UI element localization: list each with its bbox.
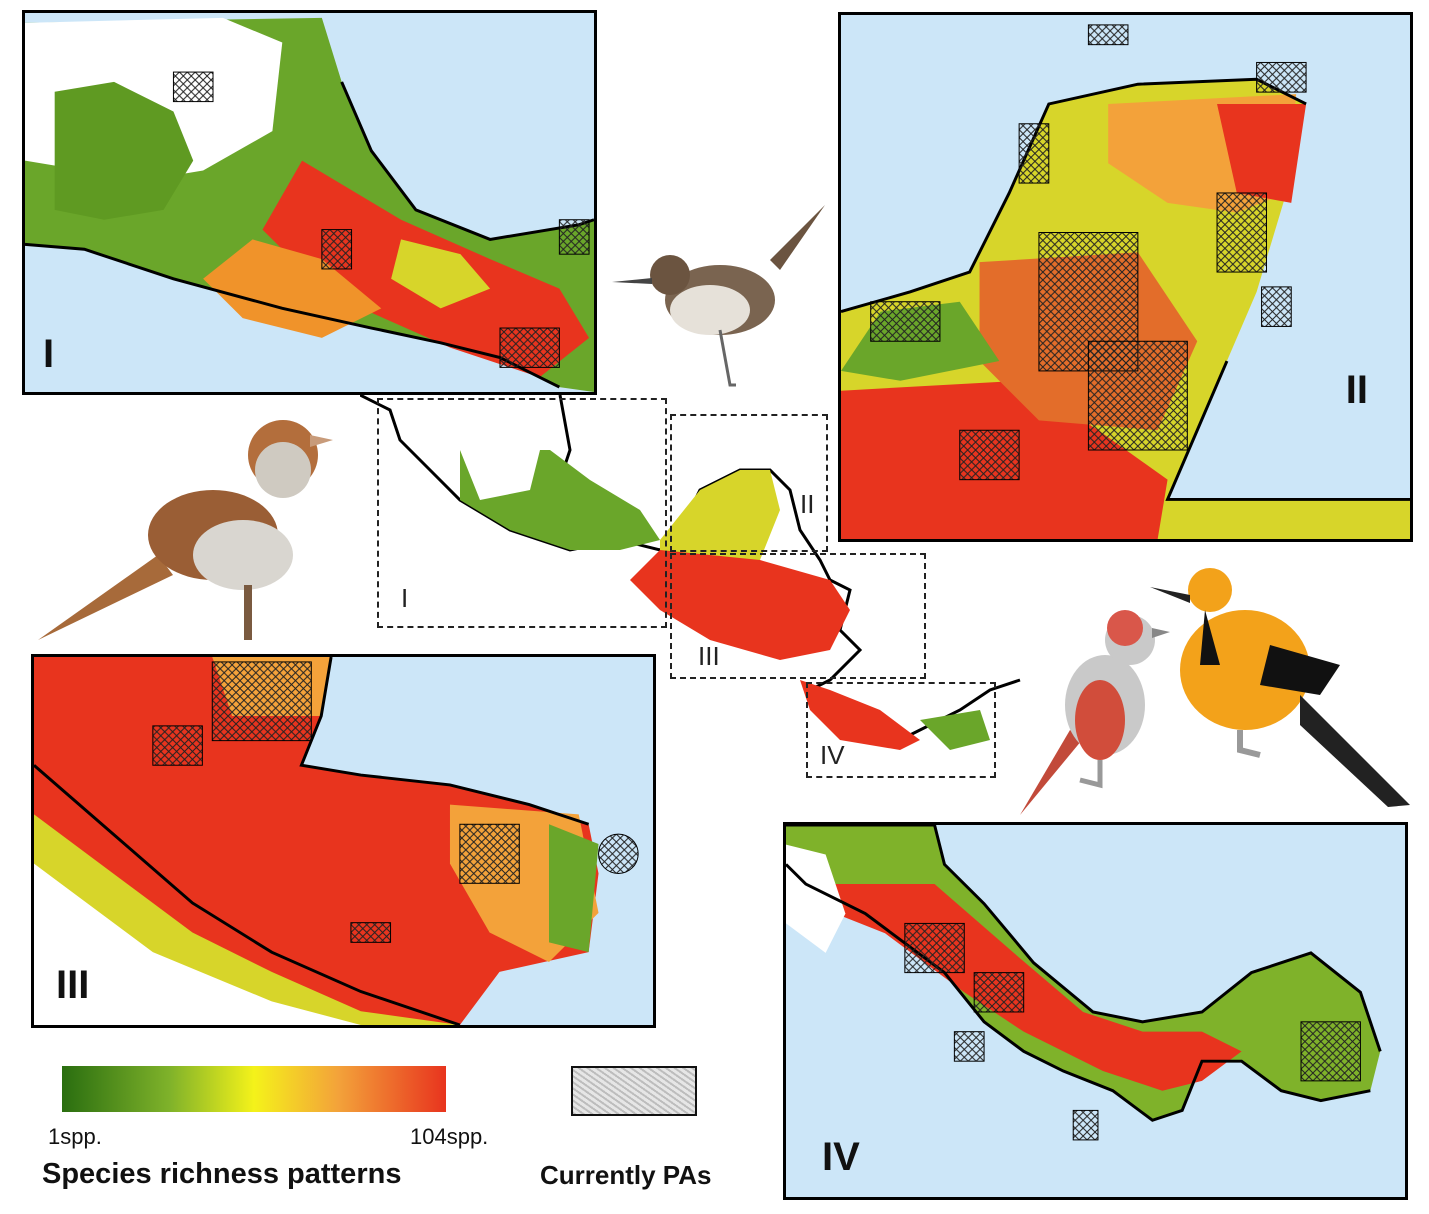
overview-box-iii: III	[670, 553, 926, 679]
sparrow-illustration	[38, 420, 333, 640]
overview-box-ii: II	[670, 414, 828, 552]
panel-label-i: I	[43, 332, 55, 376]
oriole-illustration	[1150, 568, 1410, 807]
panel-ii-map	[841, 24, 1410, 539]
inset-panel-iii: III	[31, 654, 656, 1028]
overview-box-label-iv: IV	[820, 740, 845, 770]
wren-illustration	[612, 205, 825, 387]
panel-label-ii: II	[1345, 368, 1368, 412]
ramp-max-label: 104spp.	[410, 1124, 489, 1149]
pa-title: Currently PAs	[540, 1160, 712, 1190]
ramp-min-label: 1spp.	[48, 1124, 102, 1149]
inset-panel-ii: II	[838, 12, 1413, 542]
overview-box-label-iii: III	[698, 641, 720, 671]
overview-box-label-i: I	[401, 583, 409, 613]
overview-box-iv: IV	[806, 682, 996, 778]
ramp-title: Species richness patterns	[42, 1158, 402, 1190]
overview-box-label-ii: II	[800, 489, 815, 519]
richness-color-ramp	[62, 1066, 446, 1112]
inset-panel-iv: IV	[783, 822, 1408, 1200]
protected-area-swatch	[571, 1066, 697, 1116]
panel-iv-map	[786, 825, 1382, 1141]
panel-label-iii: III	[56, 963, 90, 1007]
panel-label-iv: IV	[822, 1135, 860, 1179]
inset-panel-i: I	[22, 10, 597, 395]
overview-box-i: I	[377, 398, 667, 628]
tanager-illustration	[1020, 610, 1170, 815]
overview-map	[359, 390, 1030, 810]
panel-i-map	[25, 17, 594, 392]
panel-iii-map	[34, 657, 639, 1025]
overview-map-svg	[359, 393, 1021, 750]
